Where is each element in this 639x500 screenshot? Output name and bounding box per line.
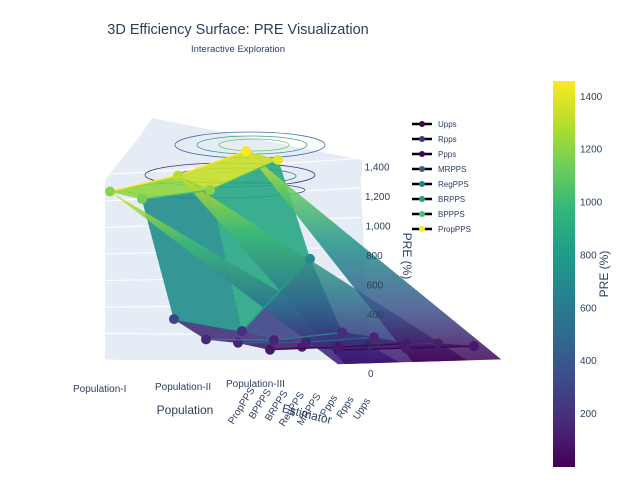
chart-title: 3D Efficiency Surface: PRE Visualization [107, 22, 368, 38]
colorbar-tick-label: 200 [580, 409, 597, 420]
z-axis-ticks: 0 200 400 600 800 1,000 1,200 1,400 [365, 163, 391, 381]
colorbar-tick-label: 800 [580, 250, 597, 261]
colorbar-ticks: 200 400 600 800 1000 1200 1400 [580, 92, 603, 420]
data-point-regpps [269, 335, 279, 346]
legend-item-proppps[interactable]: PropPPS [412, 225, 471, 234]
data-point-regpps [201, 334, 211, 345]
legend-item-brpps[interactable]: BRPPS [412, 195, 465, 204]
data-point-proppps [173, 170, 183, 181]
data-point-bppps [137, 194, 147, 205]
colorbar-tick-label: 400 [580, 356, 597, 367]
z-tick-label: 600 [367, 281, 384, 292]
z-tick-label: 1,400 [365, 163, 390, 174]
data-point-ppps [265, 344, 275, 355]
x-tick-label: Population-III [226, 379, 285, 390]
colorbar-tick-label: 1400 [580, 92, 603, 103]
data-point-mrpps [369, 332, 379, 343]
legend-swatch-marker [419, 226, 425, 232]
z-tick-label: 400 [367, 310, 384, 321]
colorbar-tick-label: 600 [580, 303, 597, 314]
legend-item-ppps[interactable]: Ppps [412, 150, 456, 159]
z-axis-label: PRE (%) [400, 233, 414, 280]
legend: Upps Rpps Ppps MRPPS RegPPS BRPPS BPPPS PropPPS [412, 120, 471, 234]
z-tick-label: 0 [368, 369, 374, 380]
data-point-upps [469, 341, 479, 352]
legend-swatch-marker [419, 211, 425, 217]
data-point-brpps [237, 326, 247, 337]
colorbar-tick-label: 1200 [580, 145, 603, 156]
x-tick-label: Population-II [155, 382, 211, 393]
data-point-ppps [401, 338, 411, 349]
data-point-bppps [273, 155, 283, 166]
x-axis-ticks: Population-I Population-II Population-III [73, 379, 285, 395]
data-point-regpps [337, 327, 347, 338]
legend-item-upps[interactable]: Upps [412, 120, 457, 129]
z-tick-label: 800 [366, 251, 383, 262]
data-point-proppps [105, 186, 115, 197]
legend-swatch-marker [419, 151, 425, 157]
legend-swatch-marker [419, 196, 425, 202]
grid-line [104, 359, 361, 366]
z-tick-label: 200 [368, 340, 385, 351]
legend-label: Ppps [438, 150, 456, 159]
colorbar-title: PRE (%) [597, 251, 611, 298]
legend-item-mrpps[interactable]: MRPPS [412, 165, 466, 174]
data-point-brpps [305, 253, 315, 264]
legend-item-rpps[interactable]: Rpps [412, 135, 457, 144]
z-tick-label: 1,200 [365, 192, 390, 203]
legend-item-regpps[interactable]: RegPPS [412, 180, 469, 189]
surface-peak [246, 151, 502, 362]
data-point-mrpps [301, 337, 311, 348]
colorbar [553, 81, 575, 467]
efficiency-surface [105, 146, 502, 365]
data-point-ppps [333, 341, 343, 352]
legend-item-bppps[interactable]: BPPPS [412, 210, 465, 219]
legend-label: BPPPS [438, 210, 465, 219]
data-point-proppps [241, 146, 251, 156]
legend-label: BRPPS [438, 195, 465, 204]
x-axis-label: Population [157, 403, 214, 417]
legend-swatch-marker [419, 166, 425, 172]
x-tick-label: Population-I [73, 384, 126, 395]
legend-label: Rpps [438, 135, 457, 144]
colorbar-tick-label: 1000 [580, 198, 603, 209]
legend-label: RegPPS [438, 180, 469, 189]
legend-swatch-marker [419, 181, 425, 187]
legend-swatch-marker [419, 121, 425, 127]
data-point-brpps [169, 314, 179, 325]
legend-label: PropPPS [438, 225, 471, 234]
data-point-bppps [205, 185, 215, 196]
legend-swatch-marker [419, 136, 425, 142]
z-tick-label: 1,000 [366, 222, 391, 233]
data-point-rpps [433, 338, 443, 349]
legend-label: MRPPS [438, 165, 466, 174]
legend-label: Upps [438, 120, 457, 129]
chart-subtitle: Interactive Exploration [191, 44, 285, 55]
